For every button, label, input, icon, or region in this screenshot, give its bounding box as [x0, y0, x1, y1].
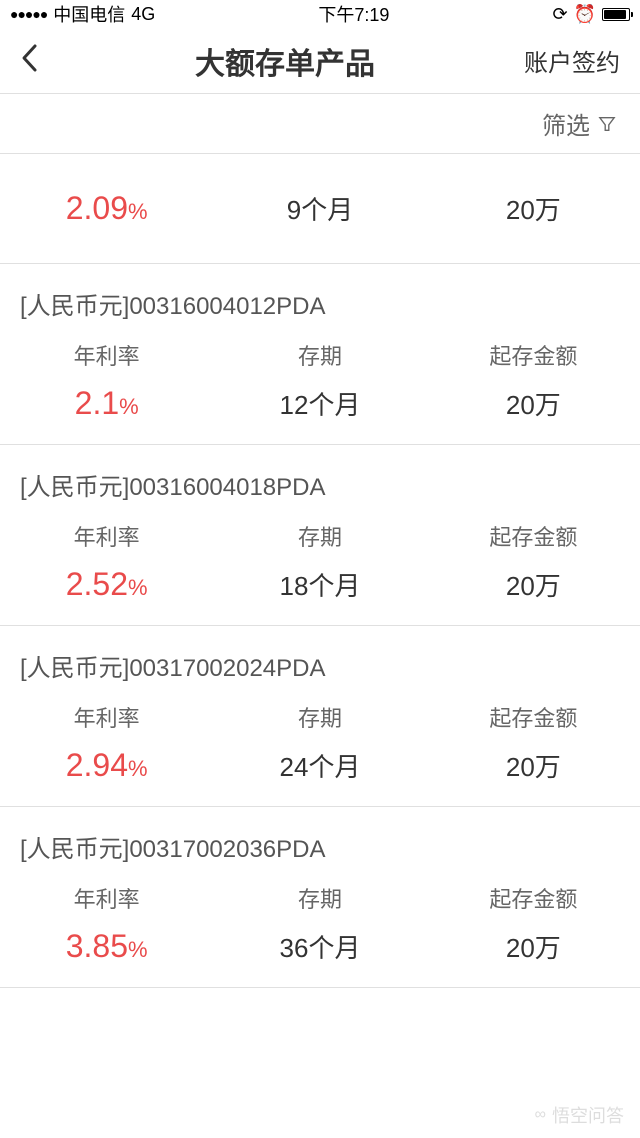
lock-icon: ⟳: [552, 4, 567, 25]
term-cell: 24个月: [213, 747, 426, 784]
filter-icon: [598, 115, 616, 133]
amount-label: 起存金额: [427, 339, 640, 371]
rate-value: 2.52: [66, 566, 128, 602]
rate-value: 3.85: [66, 928, 128, 964]
amount-cell: 20万: [427, 385, 640, 422]
rate-label: 年利率: [0, 520, 213, 552]
amount-cell: 20万: [427, 566, 640, 603]
back-button[interactable]: [20, 40, 60, 82]
product-values-row: 2.94% 24个月 20万: [0, 747, 640, 806]
product-name: [人民币元]00317002024PDA: [0, 648, 640, 701]
watermark: ∞ 悟空问答: [535, 1102, 624, 1128]
term-label: 存期: [213, 339, 426, 371]
alarm-icon: ⏰: [574, 4, 596, 25]
amount-label: 起存金额: [427, 882, 640, 914]
product-values-row: 3.85% 36个月 20万: [0, 928, 640, 987]
product-name: [人民币元]00316004018PDA: [0, 467, 640, 520]
product-name: [人民币元]00316004012PDA: [0, 286, 640, 339]
amount-cell: 20万: [427, 928, 640, 965]
rate-cell: 2.09%: [0, 190, 213, 227]
amount-cell: 20万: [427, 747, 640, 784]
rate-cell: 2.1%: [0, 385, 213, 422]
filter-label: 筛选: [542, 106, 590, 141]
product-item[interactable]: [人民币元]00316004018PDA 年利率 存期 起存金额 2.52% 1…: [0, 445, 640, 626]
rate-value: 2.09: [66, 190, 128, 226]
product-values-row: 2.52% 18个月 20万: [0, 566, 640, 625]
term-label: 存期: [213, 882, 426, 914]
term-cell: 18个月: [213, 566, 426, 603]
term-label: 存期: [213, 520, 426, 552]
product-item[interactable]: [人民币元]00316004012PDA 年利率 存期 起存金额 2.1% 12…: [0, 264, 640, 445]
rate-percent: %: [119, 394, 139, 419]
status-right: ⟳ ⏰: [552, 4, 630, 25]
rate-percent: %: [128, 937, 148, 962]
status-time: 下午7:19: [318, 1, 389, 27]
product-labels-row: 年利率 存期 起存金额: [0, 520, 640, 566]
amount-label: 起存金额: [427, 520, 640, 552]
product-item[interactable]: [人民币元]00317002024PDA 年利率 存期 起存金额 2.94% 2…: [0, 626, 640, 807]
rate-label: 年利率: [0, 339, 213, 371]
rate-percent: %: [128, 199, 148, 224]
signal-dots-icon: ●●●●●: [10, 6, 47, 22]
status-bar: ●●●●● 中国电信 4G 下午7:19 ⟳ ⏰: [0, 0, 640, 28]
term-cell: 36个月: [213, 928, 426, 965]
carrier-label: 中国电信: [53, 1, 125, 27]
rate-label: 年利率: [0, 882, 213, 914]
product-item[interactable]: [人民币元]00317002036PDA 年利率 存期 起存金额 3.85% 3…: [0, 807, 640, 988]
top-product-row[interactable]: 2.09% 9个月 20万: [0, 154, 640, 264]
amount-cell: 20万: [427, 190, 640, 227]
term-cell: 9个月: [213, 190, 426, 227]
product-labels-row: 年利率 存期 起存金额: [0, 339, 640, 385]
network-label: 4G: [131, 4, 155, 25]
product-values-row: 2.1% 12个月 20万: [0, 385, 640, 444]
product-labels-row: 年利率 存期 起存金额: [0, 882, 640, 928]
chevron-left-icon: [20, 43, 38, 73]
header: 大额存单产品 账户签约: [0, 28, 640, 94]
term-label: 存期: [213, 701, 426, 733]
watermark-icon: ∞: [535, 1106, 546, 1124]
rate-percent: %: [128, 756, 148, 781]
account-sign-button[interactable]: 账户签约: [510, 43, 620, 78]
rate-percent: %: [128, 575, 148, 600]
product-labels-row: 年利率 存期 起存金额: [0, 701, 640, 747]
rate-cell: 3.85%: [0, 928, 213, 965]
rate-label: 年利率: [0, 701, 213, 733]
page-title: 大额存单产品: [60, 39, 510, 83]
rate-value: 2.1: [75, 385, 119, 421]
term-cell: 12个月: [213, 385, 426, 422]
status-left: ●●●●● 中国电信 4G: [10, 1, 155, 27]
rate-cell: 2.94%: [0, 747, 213, 784]
watermark-text: 悟空问答: [552, 1102, 624, 1128]
filter-bar[interactable]: 筛选: [0, 94, 640, 154]
rate-cell: 2.52%: [0, 566, 213, 603]
rate-value: 2.94: [66, 747, 128, 783]
amount-label: 起存金额: [427, 701, 640, 733]
product-name: [人民币元]00317002036PDA: [0, 829, 640, 882]
battery-icon: [602, 8, 630, 21]
